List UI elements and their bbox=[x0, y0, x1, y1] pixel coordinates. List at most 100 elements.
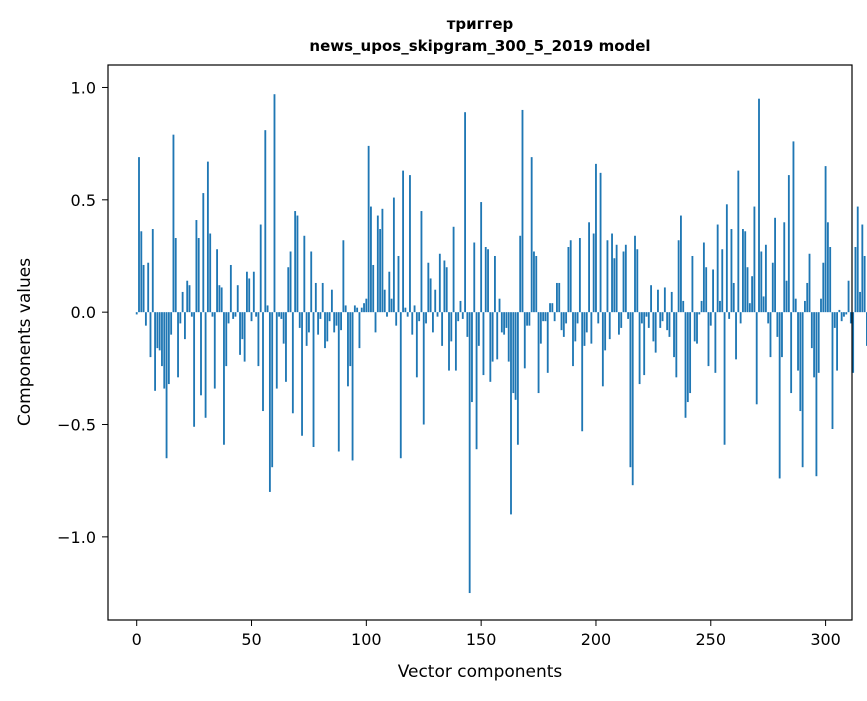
bar-component-281 bbox=[781, 312, 783, 358]
bar-component-274 bbox=[764, 244, 767, 313]
bar-component-161 bbox=[505, 312, 508, 328]
bar-component-31 bbox=[206, 161, 209, 313]
bar-component-59 bbox=[271, 312, 274, 468]
bar-component-223 bbox=[647, 312, 650, 328]
bar-component-5 bbox=[147, 262, 150, 313]
bar-component-170 bbox=[526, 312, 528, 326]
bar-component-208 bbox=[613, 258, 616, 313]
bar-component-231 bbox=[666, 312, 669, 331]
bar-component-85 bbox=[330, 289, 333, 313]
bar-component-66 bbox=[287, 267, 290, 313]
bar-component-63 bbox=[280, 312, 283, 319]
bar-component-172 bbox=[530, 157, 533, 313]
bar-component-154 bbox=[489, 312, 492, 382]
bar-component-276 bbox=[769, 312, 772, 358]
bar-component-114 bbox=[397, 255, 400, 313]
bar-component-275 bbox=[767, 312, 770, 324]
bar-component-265 bbox=[744, 231, 747, 313]
bar-component-153 bbox=[487, 249, 489, 313]
bar-component-112 bbox=[392, 197, 395, 313]
bar-component-292 bbox=[806, 282, 809, 313]
bar-component-109 bbox=[386, 312, 388, 317]
bar-component-303 bbox=[831, 312, 834, 430]
bar-component-253 bbox=[716, 224, 719, 313]
bar-component-240 bbox=[686, 312, 689, 403]
bar-component-285 bbox=[790, 312, 793, 394]
x-tick-label: 300 bbox=[810, 630, 841, 649]
bar-component-195 bbox=[583, 312, 586, 346]
bar-component-232 bbox=[668, 312, 671, 337]
bar-component-291 bbox=[804, 300, 806, 313]
bar-component-90 bbox=[342, 240, 345, 313]
bar-component-173 bbox=[533, 251, 535, 313]
bar-component-242 bbox=[691, 255, 694, 313]
bar-component-241 bbox=[689, 312, 692, 394]
bar-component-304 bbox=[833, 312, 836, 328]
bar-component-302 bbox=[829, 247, 832, 313]
bar-component-217 bbox=[634, 235, 636, 313]
bar-component-16 bbox=[172, 134, 175, 313]
bar-component-38 bbox=[223, 312, 225, 445]
bar-component-256 bbox=[723, 312, 726, 445]
bar-component-152 bbox=[484, 247, 487, 313]
bar-component-11 bbox=[161, 312, 163, 367]
bar-component-221 bbox=[643, 312, 646, 376]
bar-component-132 bbox=[438, 253, 441, 313]
bar-component-198 bbox=[590, 312, 593, 344]
bar-component-76 bbox=[310, 251, 313, 313]
bars-group bbox=[135, 94, 867, 594]
bar-component-293 bbox=[808, 253, 811, 313]
bar-component-294 bbox=[810, 312, 813, 349]
bar-component-220 bbox=[640, 312, 643, 324]
bar-component-48 bbox=[246, 271, 248, 313]
y-tick-label: 0.0 bbox=[71, 303, 96, 322]
bar-component-155 bbox=[491, 312, 494, 362]
bar-component-2 bbox=[140, 231, 143, 313]
bar-component-211 bbox=[620, 312, 623, 328]
bar-component-246 bbox=[700, 300, 703, 313]
bar-component-102 bbox=[370, 206, 372, 313]
bar-component-199 bbox=[592, 233, 595, 313]
bar-component-30 bbox=[204, 312, 207, 418]
bar-component-298 bbox=[820, 298, 822, 313]
bar-component-150 bbox=[480, 202, 483, 313]
bar-component-84 bbox=[328, 312, 331, 322]
bar-component-138 bbox=[452, 226, 455, 313]
bar-component-95 bbox=[353, 305, 356, 313]
bar-component-115 bbox=[399, 312, 402, 459]
bar-component-147 bbox=[473, 242, 476, 313]
bar-component-45 bbox=[239, 312, 241, 355]
bar-component-12 bbox=[163, 312, 166, 389]
bar-component-54 bbox=[259, 224, 262, 313]
bar-component-87 bbox=[335, 312, 338, 326]
bar-component-176 bbox=[539, 312, 542, 344]
bar-component-233 bbox=[670, 291, 673, 313]
bar-component-287 bbox=[794, 298, 797, 313]
bar-component-128 bbox=[429, 278, 432, 313]
bar-component-290 bbox=[801, 312, 804, 468]
bar-component-78 bbox=[314, 282, 317, 313]
bar-component-267 bbox=[748, 303, 751, 313]
bar-component-185 bbox=[560, 312, 563, 331]
bar-component-64 bbox=[282, 312, 285, 344]
bar-component-1 bbox=[138, 157, 140, 313]
bar-component-245 bbox=[698, 312, 701, 315]
bar-component-213 bbox=[624, 244, 627, 313]
bar-component-237 bbox=[680, 215, 682, 313]
bar-component-47 bbox=[243, 312, 246, 362]
bar-component-286 bbox=[792, 141, 795, 313]
bar-component-126 bbox=[425, 312, 427, 324]
bar-component-139 bbox=[454, 312, 457, 371]
bar-component-113 bbox=[395, 312, 398, 326]
bar-component-136 bbox=[448, 312, 450, 371]
bar-component-40 bbox=[227, 312, 230, 324]
bar-component-71 bbox=[298, 312, 301, 328]
bar-component-289 bbox=[799, 312, 802, 412]
bar-component-65 bbox=[285, 312, 287, 382]
bar-component-166 bbox=[516, 312, 519, 445]
bar-component-37 bbox=[220, 287, 223, 313]
bar-component-212 bbox=[622, 251, 625, 313]
bar-component-163 bbox=[510, 312, 512, 515]
bar-component-180 bbox=[549, 303, 551, 313]
bar-component-296 bbox=[815, 312, 818, 477]
